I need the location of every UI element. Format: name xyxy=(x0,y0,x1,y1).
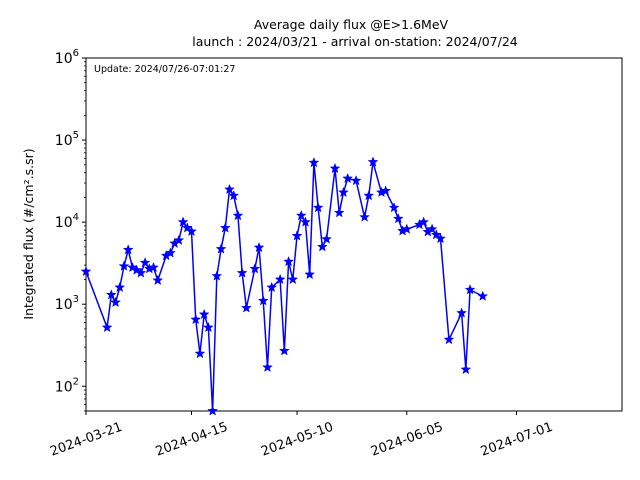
x-tick-label: 2024-06-05 xyxy=(369,420,445,460)
data-point xyxy=(401,223,413,234)
update-annotation: Update: 2024/07/26-07:01:27 xyxy=(94,64,235,75)
y-tick-label: 105 xyxy=(55,130,79,149)
data-point xyxy=(249,263,261,274)
data-point xyxy=(211,270,223,281)
y-tick-label: 102 xyxy=(55,376,79,395)
data-point xyxy=(262,361,273,372)
chart-subtitle: launch : 2024/03/21 - arrival on-station… xyxy=(192,34,518,49)
data-point xyxy=(367,156,379,167)
data-point xyxy=(148,261,159,273)
data-point xyxy=(435,232,446,244)
data-point xyxy=(236,267,248,278)
data-point xyxy=(207,405,219,416)
data-point xyxy=(363,189,375,201)
data-point xyxy=(131,264,143,275)
data-point xyxy=(321,233,333,244)
data-point xyxy=(456,307,468,318)
data-point xyxy=(228,189,240,201)
data-point xyxy=(300,216,311,227)
data-point xyxy=(312,201,324,213)
chart-title: Average daily flux @E>1.6MeV xyxy=(254,17,449,32)
data-point xyxy=(122,244,134,255)
y-tick-label: 106 xyxy=(55,48,79,67)
data-point xyxy=(291,230,303,241)
data-point xyxy=(308,156,320,168)
y-tick-label: 103 xyxy=(55,294,79,313)
plot-frame xyxy=(85,57,623,412)
data-point xyxy=(443,333,455,345)
data-point xyxy=(278,345,290,356)
data-point xyxy=(388,201,400,213)
data-point xyxy=(118,260,130,271)
data-point xyxy=(418,216,430,227)
data-point xyxy=(202,321,214,333)
data-point xyxy=(274,273,286,285)
data-point xyxy=(338,186,349,198)
data-point xyxy=(80,265,92,277)
data-point xyxy=(329,162,341,174)
data-point xyxy=(287,273,299,285)
data-point xyxy=(219,222,231,233)
data-point xyxy=(304,268,316,280)
data-point xyxy=(152,274,164,286)
data-point xyxy=(380,185,392,196)
data-point xyxy=(392,213,404,224)
data-point xyxy=(186,225,197,237)
data-point xyxy=(477,290,489,301)
series-line xyxy=(85,161,484,412)
y-tick-label: 104 xyxy=(55,212,79,231)
x-axis: 2024-03-21 2024-04-15 2024-05-10 2024-06-05… xyxy=(48,411,555,460)
data-point xyxy=(126,261,138,273)
data-point xyxy=(350,174,362,186)
data-point xyxy=(333,207,345,218)
data-point xyxy=(342,172,354,184)
data-point xyxy=(257,295,269,306)
data-point xyxy=(194,347,206,359)
data-point xyxy=(426,223,438,234)
data-point xyxy=(253,241,265,253)
data-point xyxy=(110,296,121,308)
data-point xyxy=(224,183,235,195)
data-point xyxy=(198,308,210,320)
data-point xyxy=(139,257,151,268)
y-axis: 102 103 104 105 106 xyxy=(55,48,86,412)
data-point xyxy=(215,243,227,254)
data-point xyxy=(316,241,328,252)
data-point xyxy=(464,284,476,295)
data-point xyxy=(101,321,113,333)
plot-area xyxy=(80,57,623,416)
data-point xyxy=(114,281,126,293)
data-point xyxy=(240,302,252,313)
x-tick-label: 2024-07-01 xyxy=(479,420,555,460)
x-tick-label: 2024-04-15 xyxy=(154,420,230,460)
data-point xyxy=(359,211,370,222)
x-tick-label: 2024-03-21 xyxy=(48,420,124,460)
series-layer xyxy=(80,156,489,416)
data-point xyxy=(173,234,185,245)
data-point xyxy=(266,281,278,293)
y-axis-label: Integrated flux (#/cm².s.sr) xyxy=(21,148,36,319)
x-tick-label: 2024-05-10 xyxy=(259,420,335,460)
data-point xyxy=(232,209,244,221)
data-point xyxy=(460,363,472,375)
data-point xyxy=(177,216,189,227)
data-point xyxy=(295,209,307,221)
data-point xyxy=(135,267,147,278)
data-point xyxy=(105,289,117,300)
data-point xyxy=(283,255,295,267)
data-point xyxy=(164,247,176,258)
data-point xyxy=(190,313,202,325)
